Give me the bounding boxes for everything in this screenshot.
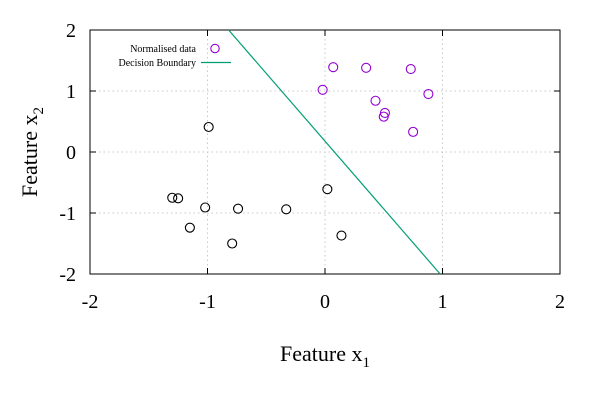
- tick-labels: -2 -1 0 1 2 -2 -1 0 1 2: [59, 20, 565, 313]
- y-axis-label: Feature x2: [17, 107, 47, 197]
- x-tick-label: -1: [199, 291, 216, 313]
- grid: [90, 30, 560, 274]
- data-point-class-a: [227, 238, 238, 249]
- data-point-class-b: [317, 84, 328, 95]
- decision-boundary-line: [228, 29, 441, 275]
- x-tick-label: 1: [438, 291, 448, 313]
- y-axis-label-main: Feature x: [17, 115, 42, 197]
- x-axis-label: Feature x1: [280, 341, 370, 371]
- data-point-class-a: [167, 192, 178, 203]
- legend-label-decision-boundary: Decision Boundary: [119, 58, 197, 69]
- data-point-class-a: [281, 204, 292, 215]
- data-point-class-a: [173, 193, 184, 204]
- data-point-class-a: [322, 184, 333, 195]
- legend-label-normalised-data: Normalised data: [130, 44, 196, 55]
- y-tick-label: -2: [59, 264, 76, 286]
- data-point-class-a: [203, 121, 214, 133]
- data-point-class-b: [379, 107, 390, 119]
- data-point-class-b: [423, 89, 434, 100]
- data-point-class-a: [200, 202, 211, 213]
- data-point-class-b: [408, 126, 419, 137]
- data-point-class-a: [233, 203, 244, 214]
- y-tick-label: -1: [59, 203, 76, 225]
- data-point-class-a: [184, 222, 195, 233]
- data-point-class-b: [361, 62, 372, 73]
- y-tick-label: 2: [66, 20, 76, 42]
- legend-marker-normalised-data: [210, 43, 220, 54]
- axis-ticks: [89, 29, 561, 275]
- data-point-class-b: [328, 62, 339, 73]
- data-point-class-b: [405, 63, 416, 75]
- data-point-class-a: [336, 230, 347, 241]
- y-tick-label: 1: [66, 81, 76, 103]
- y-axis-label-subscript: 2: [31, 107, 47, 115]
- x-axis-label-subscript: 1: [362, 355, 370, 371]
- x-axis-label-main: Feature x: [280, 341, 362, 366]
- x-tick-label: 0: [320, 291, 330, 313]
- x-tick-label: -2: [82, 291, 99, 313]
- legend: Normalised data Decision Boundary: [119, 43, 231, 69]
- line-series: [228, 29, 441, 275]
- x-tick-label: 2: [555, 291, 565, 313]
- y-tick-label: 0: [66, 142, 76, 164]
- data-point-class-b: [370, 95, 381, 106]
- scatter-points: [167, 62, 434, 249]
